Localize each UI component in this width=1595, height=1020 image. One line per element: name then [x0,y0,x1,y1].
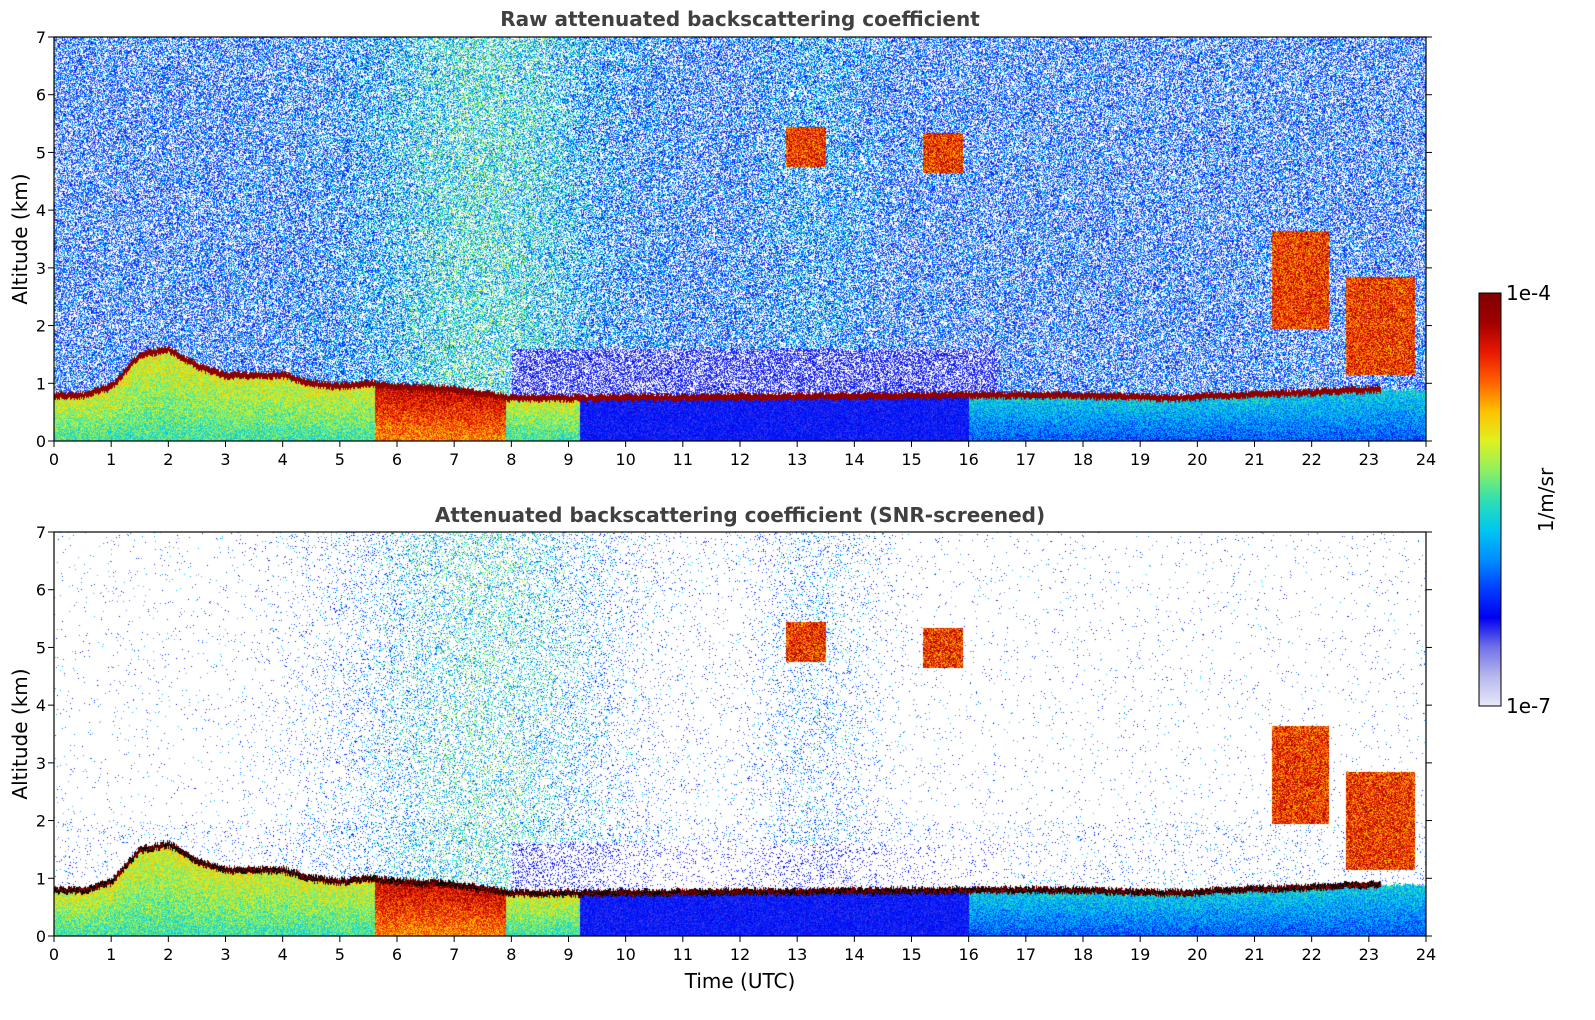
y-tick-label: 0 [36,927,46,946]
y-tick-label: 2 [36,317,46,336]
x-tick-label: 3 [220,945,230,964]
x-tick-label: 12 [730,450,750,469]
y-tick-label: 7 [36,523,46,542]
x-tick-label: 15 [901,945,921,964]
x-tick-label: 21 [1244,450,1264,469]
panel-raw-title: Raw attenuated backscattering coefficien… [500,7,980,31]
x-tick-label: 11 [673,945,693,964]
x-tick-label: 19 [1130,450,1150,469]
x-tick-label: 2 [163,945,173,964]
x-tick-label: 7 [449,945,459,964]
x-tick-label: 17 [1016,945,1036,964]
x-tick-label: 0 [49,945,59,964]
x-tick-label: 16 [958,945,978,964]
x-tick-label: 24 [1416,450,1436,469]
x-tick-label: 6 [392,945,402,964]
x-tick-label: 16 [958,450,978,469]
y-tick-label: 6 [36,581,46,600]
x-tick-label: 10 [615,450,635,469]
x-tick-label: 18 [1073,945,1093,964]
panel-screened-ylabel: Altitude (km) [8,668,32,799]
colorbar-max-label: 1e-4 [1506,281,1551,305]
y-tick-label: 1 [36,869,46,888]
y-tick-label: 3 [36,754,46,773]
x-tick-label: 20 [1187,945,1207,964]
x-tick-label: 0 [49,450,59,469]
x-tick-label: 1 [106,945,116,964]
x-tick-label: 18 [1073,450,1093,469]
panel-raw: Raw attenuated backscattering coefficien… [8,7,1436,469]
x-tick-label: 4 [278,945,288,964]
y-tick-label: 5 [36,143,46,162]
x-tick-label: 7 [449,450,459,469]
y-tick-label: 5 [36,638,46,657]
x-tick-label: 5 [335,945,345,964]
panel-screened-heatmap [54,532,1426,936]
x-tick-label: 1 [106,450,116,469]
panel-screened-title: Attenuated backscattering coefficient (S… [435,503,1045,527]
panel-raw-heatmap [54,37,1426,441]
panel-raw-ticks: 0 1 2 3 4 5 6 7 8 9 10 11 12 13 14 15 16 17 18 19 20 21 22 23 24… [36,28,1436,469]
x-tick-label: 20 [1187,450,1207,469]
x-tick-label: 10 [615,945,635,964]
y-tick-label: 6 [36,86,46,105]
x-tick-label: 13 [787,450,807,469]
x-tick-label: 23 [1359,945,1379,964]
x-tick-label: 12 [730,945,750,964]
x-tick-label: 21 [1244,945,1264,964]
y-tick-label: 7 [36,28,46,47]
colorbar: 1e-4 1e-7 1/m/sr [1478,281,1558,718]
x-tick-label: 14 [844,945,864,964]
x-tick-label: 14 [844,450,864,469]
panel-screened: Attenuated backscattering coefficient (S… [8,503,1436,993]
x-tick-label: 15 [901,450,921,469]
panel-screened-ticks: 0 1 2 3 4 5 6 7 8 9 10 11 12 13 14 15 16 17 18 19 20 21 22 23 24… [36,523,1436,964]
x-tick-label: 24 [1416,945,1436,964]
x-tick-label: 6 [392,450,402,469]
y-tick-label: 0 [36,432,46,451]
y-tick-label: 4 [36,201,46,220]
x-tick-label: 9 [563,945,573,964]
x-tick-label: 2 [163,450,173,469]
x-tick-label: 22 [1301,945,1321,964]
x-tick-label: 8 [506,945,516,964]
colorbar-min-label: 1e-7 [1506,694,1551,718]
x-tick-label: 22 [1301,450,1321,469]
x-tick-label: 9 [563,450,573,469]
x-tick-label: 8 [506,450,516,469]
colorbar-gradient [1478,292,1502,707]
y-tick-label: 4 [36,696,46,715]
panel-screened-xlabel: Time (UTC) [684,969,796,993]
y-tick-label: 3 [36,259,46,278]
x-tick-label: 23 [1359,450,1379,469]
x-tick-label: 19 [1130,945,1150,964]
x-tick-label: 13 [787,945,807,964]
y-tick-label: 1 [36,374,46,393]
colorbar-unit-label: 1/m/sr [1534,467,1558,532]
x-tick-label: 11 [673,450,693,469]
panel-raw-ylabel: Altitude (km) [8,173,32,304]
x-tick-label: 5 [335,450,345,469]
x-tick-label: 17 [1016,450,1036,469]
x-tick-label: 3 [220,450,230,469]
x-tick-label: 4 [278,450,288,469]
y-tick-label: 2 [36,812,46,831]
